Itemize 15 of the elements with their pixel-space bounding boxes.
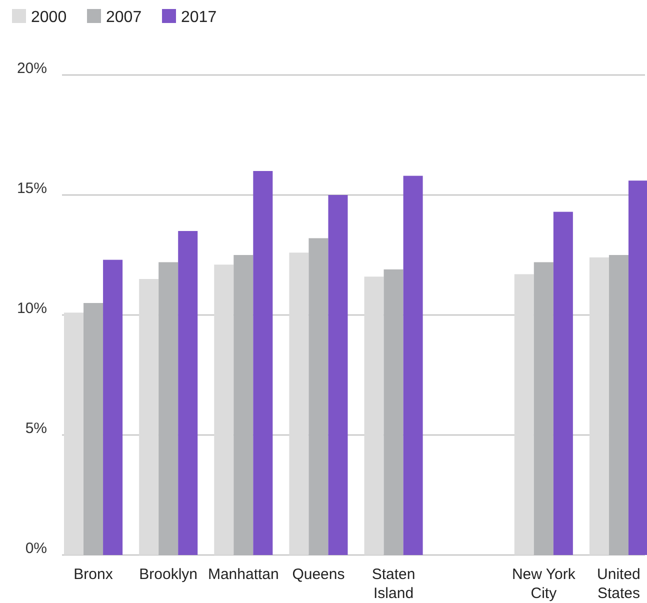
x-tick-label: Queens: [292, 566, 345, 583]
y-tick-label: 5%: [25, 420, 47, 437]
x-tick-label: Manhattan: [208, 566, 279, 583]
legend-label: 2017: [181, 9, 217, 26]
x-tick-label: United States: [597, 566, 640, 602]
y-tick-label: 15%: [16, 180, 47, 197]
y-tick-label: 10%: [16, 300, 47, 317]
x-tick-label: Brooklyn: [139, 566, 198, 583]
y-tick-label: 0%: [25, 540, 47, 557]
x-tick-label: New York City: [512, 566, 576, 602]
y-tick-label: 20%: [16, 60, 47, 77]
x-tick-label: Bronx: [74, 566, 114, 583]
legend-label: 2000: [31, 9, 67, 26]
x-tick-label: Staten Island: [372, 566, 416, 602]
legend-label: 2007: [106, 9, 142, 26]
